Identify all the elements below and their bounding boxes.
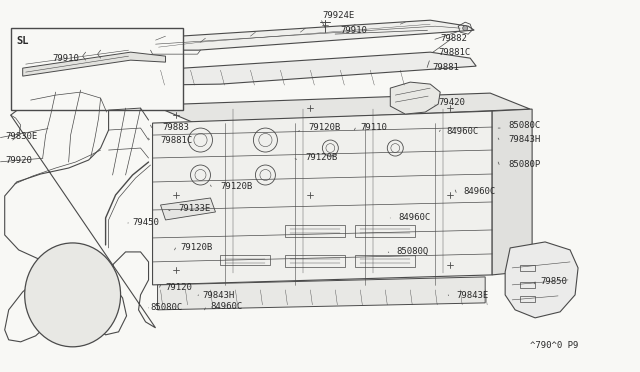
- Text: 79120: 79120: [166, 283, 193, 292]
- Text: 85080Q: 85080Q: [396, 247, 429, 256]
- Text: 79843H: 79843H: [508, 135, 540, 144]
- Polygon shape: [157, 277, 485, 310]
- Text: ^790^0 P9: ^790^0 P9: [530, 341, 579, 350]
- Bar: [520, 265, 535, 271]
- Text: 79133E: 79133E: [179, 205, 211, 214]
- Text: 79450: 79450: [132, 218, 159, 227]
- Bar: [355, 225, 415, 237]
- Text: 79120B: 79120B: [180, 243, 212, 253]
- Polygon shape: [148, 20, 474, 50]
- Text: 79110: 79110: [360, 122, 387, 132]
- Text: 85080C: 85080C: [150, 303, 183, 312]
- Bar: [285, 225, 346, 237]
- Polygon shape: [390, 82, 440, 114]
- Bar: [355, 255, 415, 267]
- Text: 84960C: 84960C: [211, 302, 243, 311]
- Text: 79881: 79881: [432, 62, 459, 72]
- Polygon shape: [492, 109, 532, 275]
- Text: 79850: 79850: [540, 278, 567, 286]
- Bar: [520, 282, 535, 288]
- Circle shape: [463, 26, 468, 31]
- Text: 79883: 79883: [163, 122, 189, 132]
- Ellipse shape: [25, 243, 120, 347]
- Text: SL: SL: [17, 36, 29, 46]
- Bar: [11, 28, 182, 110]
- Polygon shape: [22, 52, 166, 76]
- Text: 79120B: 79120B: [305, 153, 338, 161]
- Polygon shape: [152, 93, 530, 123]
- Text: 79420: 79420: [438, 97, 465, 107]
- Text: 79120B: 79120B: [220, 183, 253, 192]
- Text: 79843E: 79843E: [456, 291, 488, 300]
- Text: 79120B: 79120B: [308, 122, 340, 132]
- Text: 79910: 79910: [52, 54, 79, 62]
- Text: 84960C: 84960C: [398, 214, 431, 222]
- Text: 79882: 79882: [440, 33, 467, 43]
- Text: 85080C: 85080C: [508, 121, 540, 129]
- Bar: [520, 296, 535, 302]
- Polygon shape: [505, 242, 578, 318]
- Text: 84960C: 84960C: [463, 187, 495, 196]
- Text: 79881C: 79881C: [161, 135, 193, 145]
- Text: 79920: 79920: [6, 155, 33, 164]
- Text: 79881C: 79881C: [438, 48, 470, 57]
- Polygon shape: [152, 111, 492, 285]
- Text: 84960C: 84960C: [446, 126, 479, 135]
- Bar: [220, 255, 271, 265]
- Polygon shape: [161, 198, 216, 220]
- Bar: [285, 255, 346, 267]
- Polygon shape: [152, 52, 476, 85]
- Text: 79843H: 79843H: [202, 291, 235, 300]
- Text: 79830E: 79830E: [6, 132, 38, 141]
- Text: 85080P: 85080P: [508, 160, 540, 169]
- Text: 79924E: 79924E: [323, 11, 355, 20]
- Text: 79910: 79910: [340, 26, 367, 35]
